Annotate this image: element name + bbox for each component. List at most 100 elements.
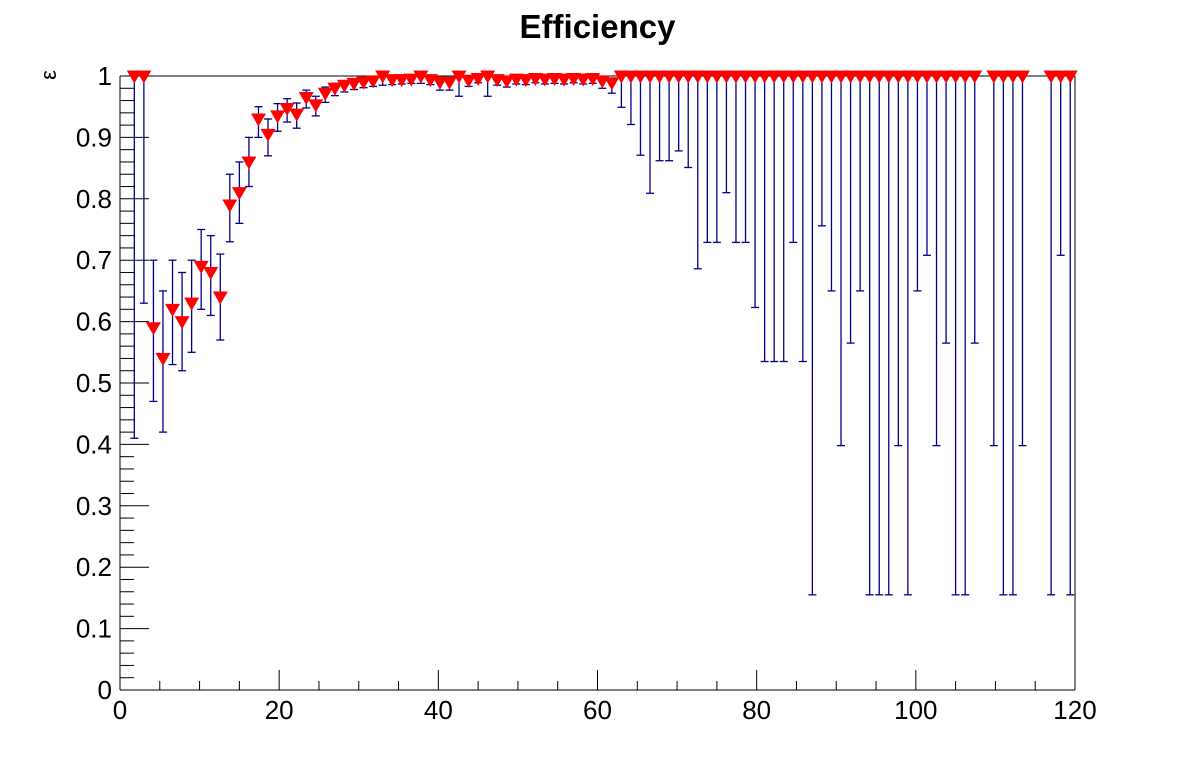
data-point-marker — [957, 70, 973, 84]
data-point-marker — [384, 74, 400, 88]
data-point-marker — [967, 70, 983, 84]
data-point-marker — [709, 70, 725, 84]
data-point-marker — [537, 73, 553, 87]
data-point-marker — [986, 70, 1002, 84]
data-point-marker — [222, 199, 238, 213]
data-point-marker — [174, 316, 190, 330]
data-point-marker — [890, 70, 906, 84]
data-point-marker — [909, 70, 925, 84]
data-point-marker — [948, 70, 964, 84]
data-point-marker — [671, 70, 687, 84]
data-point-marker — [518, 74, 534, 88]
x-tick-label: 20 — [265, 695, 294, 725]
data-point-marker — [279, 103, 295, 117]
data-point-marker — [757, 70, 773, 84]
chart-title: Efficiency — [519, 8, 676, 45]
data-point-marker — [1043, 70, 1059, 84]
data-point-marker — [470, 72, 486, 86]
data-point-marker — [862, 70, 878, 84]
data-point-marker — [604, 77, 620, 91]
data-point-marker — [881, 70, 897, 84]
data-point-marker — [871, 70, 887, 84]
y-tick-label: 0.9 — [76, 122, 112, 152]
x-tick-label: 60 — [583, 695, 612, 725]
data-point-marker — [241, 156, 257, 170]
data-point-marker — [289, 108, 305, 122]
data-point-marker — [632, 70, 648, 84]
data-point-marker — [193, 260, 209, 274]
x-tick-label: 0 — [113, 695, 127, 725]
data-point-marker — [317, 87, 333, 101]
data-point-marker — [375, 70, 391, 84]
data-point-marker — [126, 70, 142, 84]
data-point-marker — [795, 70, 811, 84]
data-point-marker — [260, 128, 276, 142]
data-point-marker — [766, 70, 782, 84]
data-point-marker — [642, 70, 658, 84]
data-point-marker — [728, 70, 744, 84]
x-tick-label: 80 — [742, 695, 771, 725]
y-tick-label: 0.8 — [76, 184, 112, 214]
data-point-marker — [1062, 70, 1078, 84]
data-point-marker — [852, 70, 868, 84]
x-tick-label: 120 — [1053, 695, 1096, 725]
data-point-marker — [556, 73, 572, 87]
y-tick-label: 0.6 — [76, 307, 112, 337]
data-point-marker — [346, 77, 362, 91]
data-point-marker — [394, 74, 410, 88]
data-point-marker — [403, 73, 419, 87]
data-point-marker — [919, 70, 935, 84]
data-point-marker — [270, 110, 286, 124]
y-tick-label: 0.2 — [76, 552, 112, 582]
data-point-marker — [900, 70, 916, 84]
data-point-marker — [776, 70, 792, 84]
data-point-marker — [738, 70, 754, 84]
x-tick-label: 100 — [894, 695, 937, 725]
data-point-marker — [747, 70, 763, 84]
data-point-marker — [718, 70, 734, 84]
data-point-marker — [432, 76, 448, 90]
data-point-marker — [365, 75, 381, 89]
data-point-marker — [652, 70, 668, 84]
y-tick-label: 0.5 — [76, 368, 112, 398]
data-point-marker — [843, 70, 859, 84]
data-point-marker — [929, 70, 945, 84]
data-point-marker — [1005, 70, 1021, 84]
y-tick-label: 0.7 — [76, 245, 112, 275]
data-point-marker — [699, 70, 715, 84]
data-point-marker — [461, 74, 477, 88]
data-point-marker — [613, 70, 629, 84]
data-point-marker — [298, 91, 314, 105]
data-point-marker — [938, 70, 954, 84]
data-point-marker — [575, 73, 591, 87]
data-point-marker — [203, 266, 219, 280]
data-point-marker — [336, 79, 352, 93]
data-point-marker — [451, 70, 467, 84]
y-tick-label: 0.4 — [76, 429, 112, 459]
data-point-marker — [441, 76, 457, 90]
data-point-marker — [136, 70, 152, 84]
y-tick-label: 0 — [98, 675, 112, 705]
data-point-marker — [814, 70, 830, 84]
data-point-marker — [356, 76, 372, 90]
data-point-marker — [623, 70, 639, 84]
data-point-marker — [995, 70, 1011, 84]
data-point-marker — [231, 187, 247, 201]
data-point-marker — [661, 70, 677, 84]
data-point-marker — [833, 70, 849, 84]
data-point-marker — [823, 70, 839, 84]
data-point-marker — [690, 70, 706, 84]
data-point-marker — [413, 70, 429, 84]
data-point-marker — [308, 99, 324, 113]
y-tick-label: 0.3 — [76, 491, 112, 521]
data-point-marker — [165, 303, 181, 317]
data-point-marker — [804, 70, 820, 84]
y-tick-label: 0.1 — [76, 614, 112, 644]
data-point-marker — [785, 70, 801, 84]
data-point-marker — [155, 352, 171, 366]
data-point-marker — [145, 322, 161, 336]
data-point-marker — [250, 113, 266, 127]
data-point-marker — [327, 82, 343, 96]
